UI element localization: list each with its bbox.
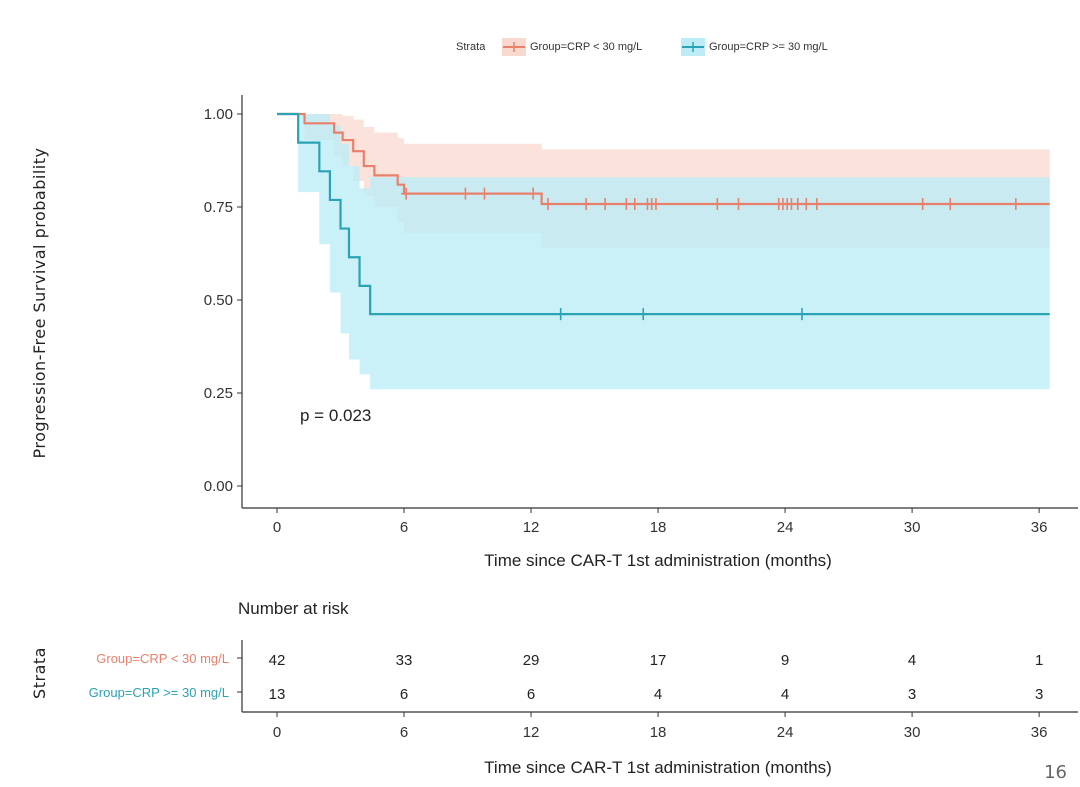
- x-tick-label: 18: [650, 519, 667, 536]
- risk-count: 6: [527, 686, 535, 703]
- x-tick-label: 36: [1031, 519, 1048, 536]
- y-tick-label: 0.25: [204, 385, 233, 402]
- risk-count: 3: [1035, 686, 1043, 703]
- risk-table-title: Number at risk: [238, 599, 349, 618]
- risk-count: 4: [908, 652, 916, 669]
- risk-x-axis-title: Time since CAR-T 1st administration (mon…: [484, 758, 832, 777]
- risk-count: 13: [269, 686, 286, 703]
- risk-count: 4: [654, 686, 662, 703]
- risk-strata-label: Strata: [30, 647, 49, 699]
- risk-count: 17: [650, 652, 667, 669]
- risk-x-tick-label: 18: [650, 724, 667, 741]
- risk-table: Number at risk Strata Group=CRP < 30 mg/…: [30, 599, 1078, 777]
- plot-axes: 0.00 0.25 0.50 0.75 1.00 0 6 12 18 24 30 36: [204, 95, 1078, 536]
- legend-label-low-crp: Group=CRP < 30 mg/L: [530, 41, 642, 53]
- survival-curves: [277, 112, 1050, 316]
- risk-count: 6: [400, 686, 408, 703]
- slide-number: 16: [1044, 762, 1067, 783]
- risk-row-label-low-crp: Group=CRP < 30 mg/L: [96, 651, 229, 666]
- y-axis-title: Progression-Free Survival probability: [30, 148, 49, 459]
- risk-x-tick-label: 24: [777, 724, 794, 741]
- censor-marks: [401, 187, 1021, 321]
- risk-row-label-high-crp: Group=CRP >= 30 mg/L: [89, 685, 229, 700]
- risk-count: 1: [1035, 652, 1043, 669]
- survival-line-low-crp: [277, 112, 1050, 206]
- x-tick-label: 6: [400, 519, 408, 536]
- risk-count: 29: [523, 652, 540, 669]
- risk-count: 33: [396, 652, 413, 669]
- x-tick-label: 12: [523, 519, 540, 536]
- y-tick-label: 0.00: [204, 478, 233, 495]
- risk-count: 4: [781, 686, 789, 703]
- risk-count: 9: [781, 652, 789, 669]
- risk-table-axes: 0 6 12 18 24 30 36: [237, 640, 1078, 741]
- plot-area: 0.00 0.25 0.50 0.75 1.00 0 6 12 18 24 30 36 p = 0.0…: [204, 95, 1078, 536]
- p-value-annotation: p = 0.023: [300, 406, 371, 425]
- y-tick-label: 0.75: [204, 199, 233, 216]
- risk-count: 42: [269, 652, 286, 669]
- risk-x-tick-label: 12: [523, 724, 540, 741]
- x-axis-title: Time since CAR-T 1st administration (mon…: [484, 551, 832, 570]
- risk-x-tick-label: 36: [1031, 724, 1048, 741]
- x-tick-label: 30: [904, 519, 921, 536]
- y-tick-label: 0.50: [204, 292, 233, 309]
- legend-title: Strata: [456, 41, 486, 53]
- survival-line-high-crp: [277, 112, 1050, 316]
- legend-label-high-crp: Group=CRP >= 30 mg/L: [709, 41, 828, 53]
- risk-count: 3: [908, 686, 916, 703]
- y-tick-label: 1.00: [204, 106, 233, 123]
- risk-table-numbers: 42 33 29 17 9 4 113 6 6 4 4 3 3: [269, 652, 1044, 703]
- risk-x-tick-label: 30: [904, 724, 921, 741]
- ci-band-high-crp: [277, 114, 1050, 390]
- risk-x-tick-label: 6: [400, 724, 408, 741]
- x-tick-label: 24: [777, 519, 794, 536]
- x-tick-label: 0: [273, 519, 281, 536]
- confidence-bands: [277, 114, 1050, 390]
- legend: Strata Group=CRP < 30 mg/L Group=CRP >= …: [456, 38, 828, 56]
- risk-x-tick-label: 0: [273, 724, 281, 741]
